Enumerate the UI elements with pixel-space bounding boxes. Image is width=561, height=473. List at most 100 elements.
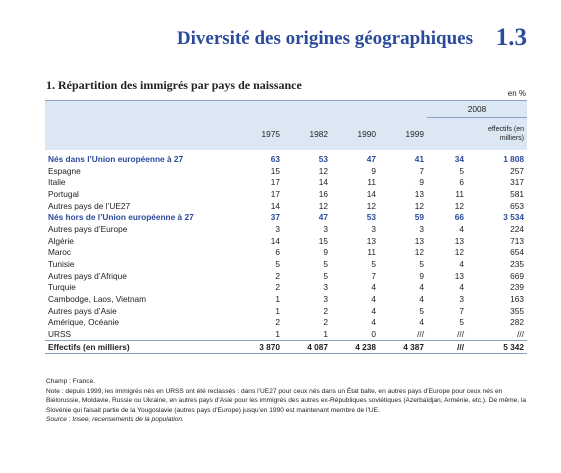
header-cell	[427, 118, 467, 151]
note: Source : Insee, recensements de la popul…	[46, 416, 184, 424]
row-label: Nés hors de l’Union européenne à 27	[48, 212, 194, 223]
table-row: Autres pays d’Europe 3 3 3 3 4 224	[45, 223, 527, 235]
column-header: effectifs (en milliers)	[487, 126, 524, 142]
cell: 4 087	[283, 340, 331, 354]
cell: 11	[367, 177, 376, 188]
column-header: 1990	[357, 128, 376, 139]
cell: 2	[275, 317, 280, 328]
table-row: Espagne 15 12 9 7 5 257	[45, 165, 527, 177]
cell: 12	[454, 200, 464, 211]
cell: 13	[414, 188, 424, 199]
note: Champ : France.	[46, 378, 96, 385]
table: 2008 1975 1982 1990 1999 effectifs (en milli…	[45, 100, 527, 354]
row-label: Algérie	[48, 235, 74, 246]
cell: 2	[323, 305, 328, 316]
cell: 9	[371, 165, 376, 176]
header-cell	[45, 118, 235, 151]
cell: 4 238	[331, 340, 379, 354]
cell: ///	[427, 340, 467, 354]
cell: 66	[454, 212, 464, 223]
row-label: Cambodge, Laos, Vietnam	[48, 294, 147, 305]
cell: 14	[318, 177, 328, 188]
table-row: Portugal 17 16 14 13 11 581	[45, 188, 527, 200]
cell: 5	[419, 305, 424, 316]
row-label: Autres pays d’Afrique	[48, 270, 127, 281]
row-label: Maroc	[48, 247, 72, 258]
cell: 713	[510, 235, 524, 246]
table-row: Cambodge, Laos, Vietnam 1 3 4 4 3 163	[45, 293, 527, 305]
row-label: Italie	[48, 177, 66, 188]
table-row: Nés hors de l’Union européenne à 27 37 47 5…	[45, 211, 527, 223]
cell: 59	[414, 212, 424, 223]
cell: 13	[454, 235, 464, 246]
column-header: 1999	[405, 128, 424, 139]
table-row: Tunisie 5 5 5 5 4 235	[45, 258, 527, 270]
cell: 47	[318, 212, 328, 223]
cell: 3	[371, 223, 376, 234]
cell: 53	[366, 212, 376, 223]
table-row: Maroc 6 9 11 12 12 654	[45, 247, 527, 259]
row-label: Espagne	[48, 165, 81, 176]
cell: 4	[419, 294, 424, 305]
cell: 3	[419, 223, 424, 234]
cell: 235	[510, 259, 524, 270]
cell: 14	[366, 188, 376, 199]
cell: 0	[371, 329, 376, 340]
row-label: Autres pays d’Europe	[48, 223, 128, 234]
cell: 282	[510, 317, 524, 328]
cell: 5	[323, 259, 328, 270]
notes: Champ : France. Note : depuis 1999, les i…	[46, 377, 528, 425]
cell: 4 387	[379, 340, 427, 354]
cell: 9	[323, 247, 328, 258]
cell: 2	[323, 317, 328, 328]
cell: 654	[510, 247, 524, 258]
cell: 1	[323, 329, 328, 340]
cell: 13	[366, 235, 376, 246]
cell: 12	[414, 200, 424, 211]
cell: 11	[455, 188, 464, 199]
cell: 17	[270, 177, 280, 188]
table-row: Effectifs (en milliers) 3 870 4 087 4 238 4 …	[45, 340, 527, 354]
cell: ///	[517, 329, 524, 340]
row-label: Autres pays de l’UE27	[48, 200, 131, 211]
cell: 9	[419, 177, 424, 188]
cell: 5 342	[467, 340, 527, 354]
cell: 14	[270, 200, 280, 211]
cell: 3 870	[235, 340, 283, 354]
cell: 3	[323, 282, 328, 293]
row-label: Nés dans l’Union européenne à 27	[48, 153, 184, 164]
cell: 17	[270, 188, 280, 199]
cell: 11	[367, 247, 376, 258]
cell: 4	[459, 223, 464, 234]
cell: 12	[318, 200, 328, 211]
cell: 5	[323, 270, 328, 281]
cell: 47	[366, 153, 376, 164]
cell: 257	[510, 165, 524, 176]
group-header: 2008	[427, 100, 527, 118]
cell: ///	[457, 329, 464, 340]
cell: 5	[419, 259, 424, 270]
cell: 4	[371, 282, 376, 293]
cell: 4	[419, 282, 424, 293]
cell: 1	[275, 305, 280, 316]
table-row: Algérie 14 15 13 13 13 713	[45, 235, 527, 247]
cell: 12	[454, 247, 464, 258]
cell: 669	[510, 270, 524, 281]
cell: 4	[419, 317, 424, 328]
cell: 4	[371, 317, 376, 328]
row-label: Effectifs (en milliers)	[45, 340, 235, 354]
cell: 15	[318, 235, 328, 246]
cell: 9	[419, 270, 424, 281]
cell: 355	[510, 305, 524, 316]
row-label: Tunisie	[48, 259, 75, 270]
cell: 7	[371, 270, 376, 281]
cell: 317	[510, 177, 524, 188]
cell: 2	[275, 282, 280, 293]
cell: 239	[510, 282, 524, 293]
title: Diversité des origines géographiques	[176, 28, 473, 49]
cell: 7	[459, 305, 464, 316]
table-row: URSS 1 1 0 /// /// ///	[45, 328, 527, 340]
cell: 5	[371, 259, 376, 270]
cell: 1	[275, 329, 280, 340]
cell: 13	[454, 270, 464, 281]
